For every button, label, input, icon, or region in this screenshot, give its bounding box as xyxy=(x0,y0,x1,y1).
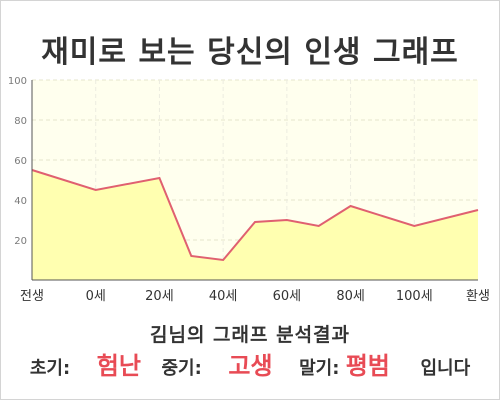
early-value: 험난 xyxy=(96,352,141,380)
y-tick-label: 80 xyxy=(14,116,27,127)
x-tick-label: 전생 xyxy=(20,289,44,304)
middle-value: 고생 xyxy=(228,352,273,380)
x-tick-label: 40세 xyxy=(209,289,238,304)
x-tick-label: 60세 xyxy=(273,289,302,304)
life-line xyxy=(31,169,479,262)
life-graph-chart: 20 40 60 80 100 전생 0세 20세 40세 60세 80세 100세 환생 xyxy=(8,76,490,304)
page-title: 재미로 보는 당신의 인생 그래프 xyxy=(41,35,459,70)
late-value: 평범 xyxy=(345,352,390,380)
analysis-title: 김님의 그래프 분석결과 xyxy=(149,324,351,346)
early-label: 초기: xyxy=(29,358,71,379)
x-tick-label: 100세 xyxy=(396,289,433,304)
y-tick-label: 60 xyxy=(14,156,27,167)
y-tick-label: 100 xyxy=(8,76,27,87)
x-tick-label: 환생 xyxy=(466,289,490,304)
y-tick-label: 40 xyxy=(14,196,27,207)
x-tick-label: 0세 xyxy=(86,289,106,304)
y-tick-label: 20 xyxy=(14,236,27,247)
area-fill xyxy=(32,170,478,280)
x-tick-label: 80세 xyxy=(336,289,365,304)
x-tick-label: 20세 xyxy=(145,289,174,304)
late-label: 말기: xyxy=(299,358,340,379)
middle-label: 중기: xyxy=(161,358,202,379)
ending-text: 입니다 xyxy=(420,358,471,379)
analysis-result-line: 초기: 험난 중기: 고생 말기: 평범 입니다 xyxy=(0,346,500,382)
